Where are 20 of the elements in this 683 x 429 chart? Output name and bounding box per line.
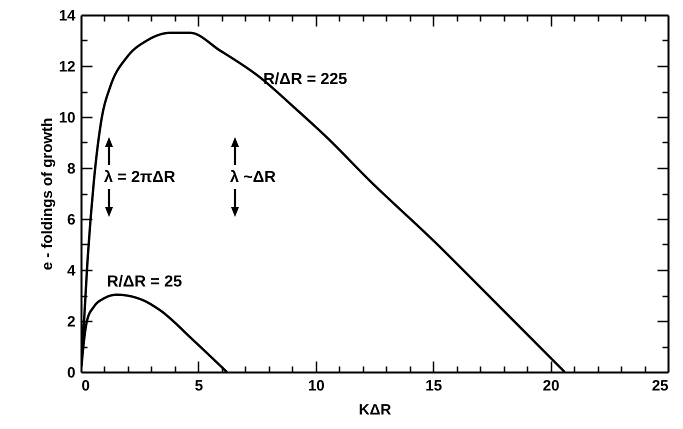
series-label: R/ΔR = 225 [263, 70, 348, 88]
y-tick-label: 10 [58, 110, 76, 126]
x-tick-label: 20 [542, 378, 560, 394]
y-tick-label: 14 [58, 8, 76, 24]
y-tick-label: 2 [67, 314, 76, 330]
annotation: λ ~ΔR [230, 169, 276, 186]
x-tick-label: 5 [194, 378, 204, 394]
x-tick-label: 0 [82, 378, 90, 394]
x-tick-label: 15 [425, 378, 442, 394]
y-axis-title: e - foldings of growth [38, 118, 56, 270]
y-tick-label: 8 [67, 160, 76, 178]
y-tick-label: 12 [58, 58, 76, 76]
x-tick-label: 10 [308, 378, 325, 394]
series-label: R/ΔR = 25 [106, 274, 182, 291]
y-tick-label: 4 [67, 262, 76, 280]
y-tick-label: 0 [67, 364, 76, 382]
y-tick-label: 6 [67, 212, 76, 228]
x-tick-label: 25 [652, 378, 668, 394]
x-axis-title: KΔR [358, 402, 392, 418]
annotation: λ = 2πΔR [104, 169, 176, 186]
